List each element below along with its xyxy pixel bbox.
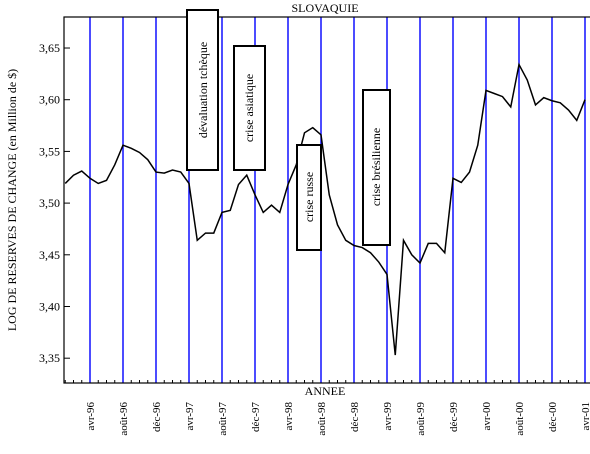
x-tick-label: août-96 <box>118 402 130 436</box>
y-tick-label: 3,55 <box>39 144 60 158</box>
annotation-box <box>296 144 322 251</box>
x-tick-label: avr-98 <box>283 402 295 431</box>
annotations: dévaluation tchèque crise asiatique cris… <box>186 9 391 251</box>
x-tick-label: août-97 <box>217 402 229 436</box>
x-tick-label: août-00 <box>514 402 526 436</box>
annotation: crise asiatique <box>242 74 256 142</box>
annotation-box <box>362 89 391 246</box>
annotation: crise russe <box>302 172 316 222</box>
annotation-box <box>233 45 266 171</box>
x-tick-label: déc-98 <box>349 402 361 432</box>
y-tick-label: 3,35 <box>39 351 60 365</box>
plot <box>63 16 590 384</box>
x-tick-label: déc-97 <box>250 402 262 432</box>
x-tick-label: avr-01 <box>580 402 590 431</box>
plot-frame <box>63 16 590 384</box>
x-tick-label: déc-00 <box>547 402 559 432</box>
annotation: crise brésilienne <box>369 128 383 206</box>
x-axis-label: ANNEE <box>305 384 346 398</box>
x-tick-label: avr-96 <box>85 402 97 431</box>
y-axis-label: LOG DE RESERVES DE CHANGE (en Million de… <box>5 69 19 331</box>
y-tick-label: 3,45 <box>39 248 60 262</box>
x-tick-label: août-99 <box>415 402 427 436</box>
chart-title: SLOVAQUIE <box>291 1 358 15</box>
y-tick-label: 3,40 <box>39 299 60 313</box>
y-tick-label: 3,65 <box>39 41 60 55</box>
x-tick-label: déc-99 <box>448 402 460 432</box>
annotation: dévaluation tchèque <box>196 42 210 138</box>
y-tick-label: 3,60 <box>39 93 60 107</box>
x-tick-label: déc-96 <box>151 402 163 432</box>
x-tick-label: avr-00 <box>481 402 493 431</box>
annotation-box <box>186 9 219 171</box>
x-tick-label: avr-97 <box>184 402 196 431</box>
line <box>64 62 586 356</box>
x-tick-label: août-98 <box>316 402 328 436</box>
x-tick-label: avr-99 <box>382 402 394 431</box>
y-tick-label: 3,50 <box>39 196 60 210</box>
